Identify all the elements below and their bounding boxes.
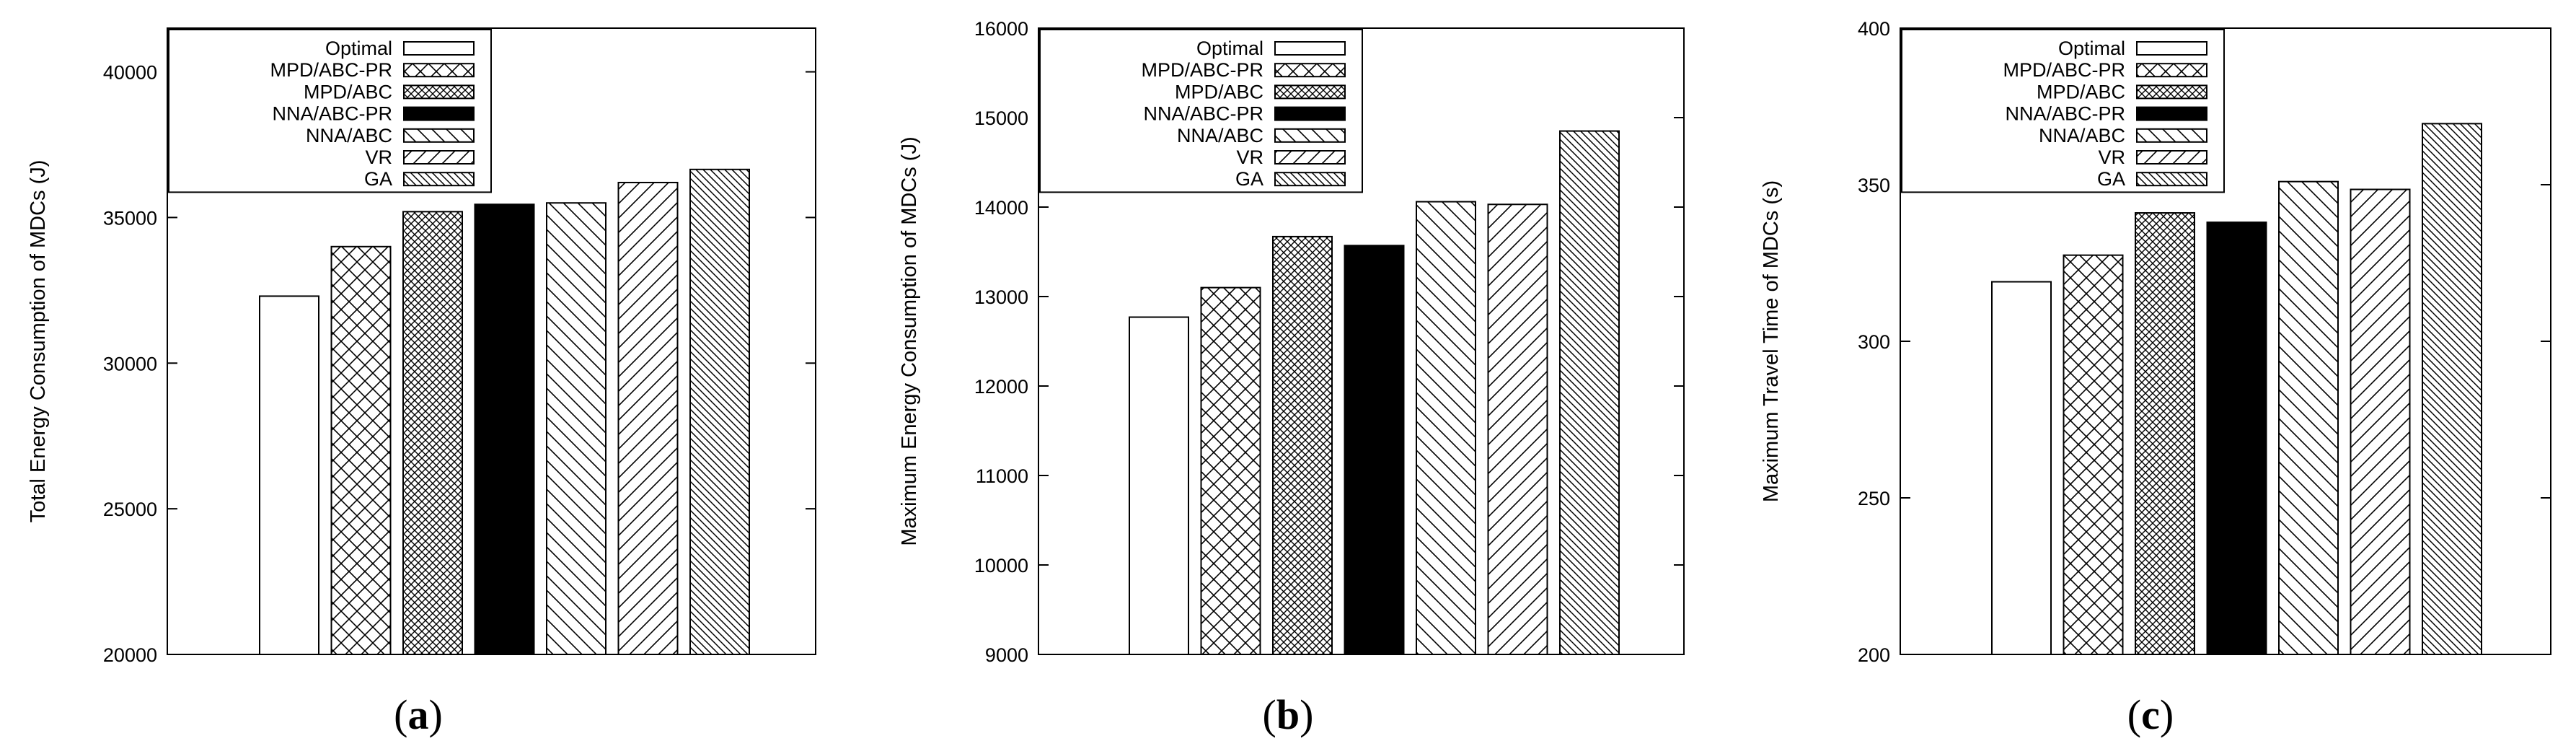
legend-label: NNA/ABC-PR [1143,103,1263,125]
bar-ga [1559,130,1620,656]
y-axis-title: Maximum Energy Consumption of MDCs (J) [898,136,921,545]
legend-swatch [1274,41,1346,56]
y-tick-label: 13000 [974,286,1028,308]
legend-label: VR [2098,146,2125,168]
legend-swatch [403,41,475,56]
bar-ga [689,168,750,656]
legend-label: NNA/ABC [1177,125,1263,146]
y-tick-label: 400 [1858,18,1890,40]
legend-label: MPD/ABC-PR [1141,59,1263,81]
bar-mpd-abc [2135,212,2195,655]
legend-swatch [403,172,475,187]
y-tick-label: 35000 [103,207,157,229]
y-tick-label: 10000 [974,555,1028,577]
y-tick-label: 14000 [974,197,1028,219]
bar-optimal [259,295,319,655]
legend-label: MPD/ABC [1175,81,1263,102]
bar-nna-abc [546,202,606,655]
legend-label: NNA/ABC [2039,125,2125,146]
legend-swatch [403,150,475,165]
legend-swatch [1274,128,1346,143]
legend-swatch [1274,63,1346,78]
y-tick-label: 20000 [103,644,157,666]
panel-c: 200 250 300 350 400 Maximum Travel Time of MD… [1760,18,2551,738]
y-tick-label: 300 [1858,331,1890,353]
bar-mpd-abc-pr [330,245,392,655]
bar-optimal [1991,281,2052,656]
legend-label: MPD/ABC-PR [2003,59,2125,81]
legend-label: NNA/ABC-PR [272,103,392,125]
legend-label: Optimal [325,38,392,59]
bar-vr [1487,203,1548,655]
bar-vr [2350,188,2411,655]
legend-swatch [1274,106,1346,121]
legend-label: MPD/ABC-PR [270,59,392,81]
panel-a: 20000 25000 30000 35000 40000 Total Energy Co… [27,27,816,738]
legend-label: GA [364,168,392,190]
y-tick-label: 25000 [103,499,157,520]
legend-swatch [403,84,475,100]
y-tick-label: 15000 [974,108,1028,129]
panel-caption: (b) [1263,691,1314,738]
legend-swatch [2136,106,2207,121]
legend-swatch [2136,84,2207,100]
legend-swatch [1274,172,1346,187]
legend-swatch [403,63,475,78]
legend-swatch [2136,63,2207,78]
legend-swatch [2136,172,2207,187]
legend-label: VR [365,146,392,168]
bar-nna-abc-pr [1344,245,1405,655]
y-tick-label: 200 [1858,644,1890,666]
legend-swatch [1274,150,1346,165]
bar-ga [2422,123,2482,655]
legend-swatch [2136,128,2207,143]
legend-label: GA [1235,168,1263,190]
bar-nna-abc [1416,201,1476,655]
panel-caption: (a) [394,691,443,738]
y-tick-label: 16000 [974,18,1028,40]
legend-label: Optimal [1196,38,1263,59]
bar-nna-abc-pr [2206,222,2267,655]
panel-caption: (c) [2127,691,2174,738]
bar-nna-abc-pr [474,203,535,655]
legend-label: Optimal [2058,38,2125,59]
legend-swatch [403,106,475,121]
y-tick-label: 250 [1858,488,1890,509]
legend-label: NNA/ABC [306,125,392,146]
panel-b: 9000 10000 11000 12000 13000 14000 15000 16000 M… [898,18,1685,738]
bar-nna-abc [2278,180,2339,656]
legend-label: MPD/ABC [2037,81,2125,102]
y-tick-label: 350 [1858,175,1890,196]
legend-swatch [403,128,475,143]
legend-label: GA [2097,168,2125,190]
bar-optimal [1129,316,1189,655]
bar-mpd-abc-pr [1200,286,1261,655]
y-axis-title: Maximum Travel Time of MDCs (s) [1760,180,1783,502]
legend-swatch [2136,150,2207,165]
y-tick-label: 40000 [103,62,157,84]
legend-label: VR [1236,146,1263,168]
legend-label: NNA/ABC-PR [2005,103,2125,125]
legend-label: MPD/ABC [304,81,392,102]
y-tick-label: 11000 [976,465,1028,487]
legend-swatch [2136,41,2207,56]
bar-mpd-abc [402,211,463,655]
y-tick-label: 12000 [974,376,1028,398]
y-tick-label: 30000 [103,353,157,374]
legend-swatch [1274,84,1346,100]
bar-vr [617,181,679,655]
y-tick-label: 9000 [985,644,1028,666]
bar-mpd-abc-pr [2063,254,2124,655]
y-axis-title: Total Energy Consumption of MDCs (J) [27,160,50,523]
bar-mpd-abc [1272,235,1333,656]
